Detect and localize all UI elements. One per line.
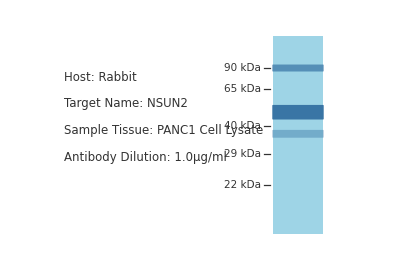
Text: 40 kDa: 40 kDa xyxy=(224,121,261,131)
FancyBboxPatch shape xyxy=(272,130,324,138)
Text: 29 kDa: 29 kDa xyxy=(224,149,261,159)
Text: 65 kDa: 65 kDa xyxy=(224,84,261,93)
Bar xyxy=(273,36,323,234)
FancyBboxPatch shape xyxy=(272,105,324,120)
Text: Sample Tissue: PANC1 Cell Lysate: Sample Tissue: PANC1 Cell Lysate xyxy=(64,124,263,137)
Text: 22 kDa: 22 kDa xyxy=(224,180,261,190)
Text: Target Name: NSUN2: Target Name: NSUN2 xyxy=(64,97,188,111)
Text: Host: Rabbit: Host: Rabbit xyxy=(64,71,137,84)
Text: Antibody Dilution: 1.0μg/ml: Antibody Dilution: 1.0μg/ml xyxy=(64,151,227,164)
FancyBboxPatch shape xyxy=(272,65,324,72)
Text: 90 kDa: 90 kDa xyxy=(224,63,261,73)
